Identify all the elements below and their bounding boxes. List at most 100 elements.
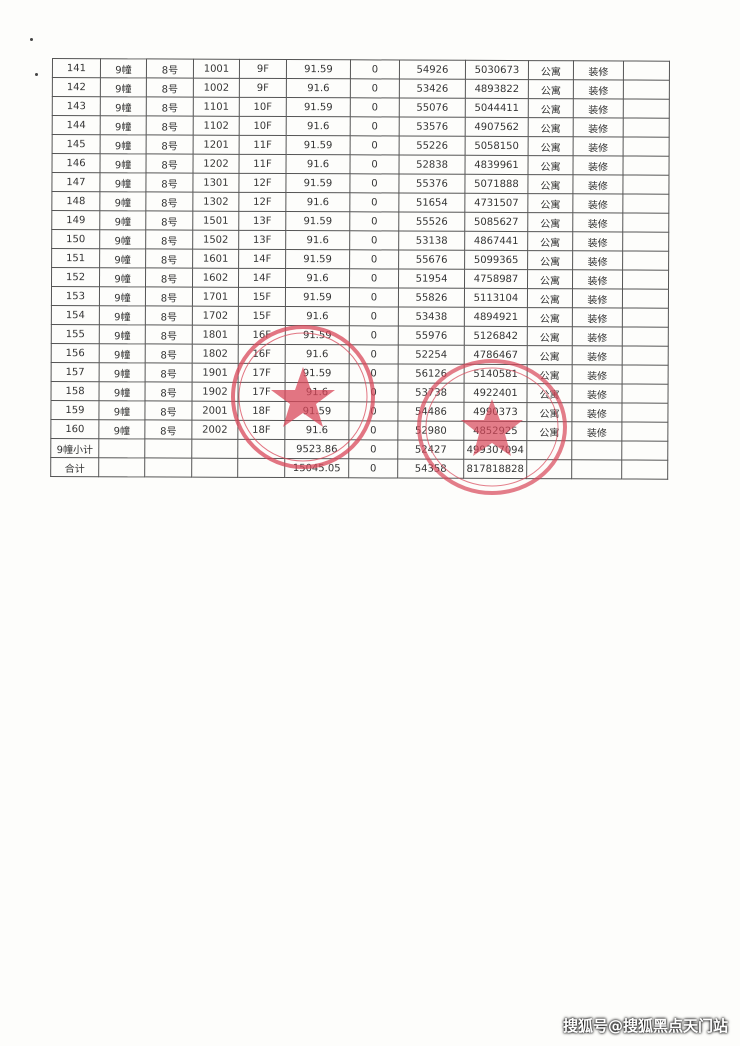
table-cell: 159 [50, 400, 100, 420]
table-cell: 1201 [193, 135, 240, 155]
table-cell: 0 [349, 173, 399, 194]
table-cell: 4852925 [463, 421, 527, 441]
table-cell [526, 459, 572, 479]
table-cell: 1902 [192, 382, 239, 402]
table-cell: 51954 [398, 269, 465, 289]
table-cell: 1101 [193, 97, 240, 117]
table-cell: 91.6 [285, 230, 350, 250]
table-cell: 5126842 [464, 326, 528, 346]
table-cell: 160 [50, 419, 99, 439]
table-cell: 151 [51, 248, 100, 268]
table-cell: 装修 [572, 174, 623, 194]
table-cell [237, 439, 285, 459]
table-cell: 5030673 [465, 60, 529, 80]
table-cell: 5140581 [464, 364, 528, 384]
table-cell: 9F [239, 59, 287, 79]
table-cell: 10F [239, 97, 287, 117]
table-cell: 156 [51, 343, 100, 363]
table-cell: 0 [348, 439, 398, 460]
table-cell: 18F [237, 420, 285, 440]
table-cell: 公寓 [527, 364, 573, 384]
table-cell: 154 [51, 305, 100, 325]
table-cell: 53576 [399, 117, 466, 137]
table-cell: 91.59 [285, 325, 350, 345]
table-cell: 装修 [572, 193, 623, 213]
table-cell: 装修 [571, 402, 623, 422]
table-cell: 0 [349, 363, 399, 384]
table-cell [621, 421, 668, 442]
table-cell: 55676 [398, 250, 465, 270]
table-cell: 15F [238, 306, 286, 326]
table-cell: 13F [238, 230, 286, 250]
table-cell: 51654 [398, 193, 465, 213]
table-cell: 装修 [573, 117, 624, 137]
table-cell: 141 [52, 58, 101, 78]
table-cell: 9幢 [99, 305, 146, 325]
table-row: 合计 15045.05 0 54358 817818828 [50, 457, 668, 480]
table-cell: 9幢 [99, 248, 146, 268]
table-cell: 公寓 [527, 383, 573, 403]
table-cell: 91.6 [285, 154, 351, 174]
table-cell: 10F [239, 116, 287, 136]
table-cell: 9523.86 [284, 439, 349, 459]
table-cell: 9幢 [99, 324, 146, 344]
table-cell: 装修 [572, 383, 623, 403]
table-cell: 公寓 [526, 402, 573, 422]
table-cell: 8号 [145, 286, 193, 307]
table-cell: 2001 [191, 401, 239, 421]
table-cell: 0 [348, 420, 398, 441]
table-cell: 817818828 [463, 459, 527, 479]
table-cell: 装修 [572, 155, 624, 175]
table-cell: 9幢 [99, 362, 146, 382]
table-cell: 4922401 [464, 383, 528, 403]
table-cell: 8号 [145, 324, 193, 345]
table-cell [621, 459, 668, 480]
table-cell [98, 438, 145, 458]
table-cell: 装修 [572, 212, 623, 232]
table-cell: 144 [52, 115, 101, 135]
table-cell: 9幢 [100, 96, 147, 116]
table-cell: 55226 [399, 136, 466, 156]
table-cell: 8号 [146, 58, 194, 79]
table-cell: 53738 [398, 383, 465, 403]
table-cell: 0 [349, 249, 399, 270]
table-cell: 公寓 [527, 155, 574, 175]
table-cell: 11F [238, 154, 287, 174]
table-cell: 公寓 [527, 174, 573, 194]
table-cell: 9F [239, 78, 287, 98]
table-cell: 55526 [398, 212, 465, 232]
table-cell: 91.59 [285, 363, 350, 383]
table-cell: 1701 [192, 287, 239, 307]
table-cell: 91.59 [285, 211, 350, 231]
table-cell: 91.59 [284, 401, 350, 421]
table-cell [623, 136, 670, 157]
table-cell: 12F [238, 173, 286, 193]
table-cell: 14F [238, 249, 286, 269]
table-cell: 装修 [572, 250, 623, 270]
table-cell: 145 [52, 134, 101, 154]
table-cell [526, 440, 572, 460]
table-cell: 14F [238, 268, 286, 288]
table-cell: 1002 [193, 78, 240, 98]
table-cell: 91.6 [284, 420, 349, 440]
table-cell: 1602 [192, 268, 239, 288]
table-cell: 91.59 [286, 135, 351, 155]
table-cell [621, 402, 668, 423]
table-cell: 0 [349, 306, 399, 327]
table-cell [98, 457, 145, 477]
table-cell: 9幢 [99, 191, 146, 211]
table-cell: 装修 [572, 307, 623, 327]
table-cell: 0 [349, 192, 399, 213]
table-cell: 52980 [397, 421, 464, 441]
table-cell: 公寓 [527, 288, 573, 308]
table-cell [571, 440, 622, 460]
table-cell: 公寓 [527, 307, 573, 327]
table-cell: 8号 [145, 267, 193, 288]
table-cell: 4758987 [464, 269, 528, 289]
table-cell: 9幢 [99, 172, 146, 192]
table-cell: 装修 [571, 421, 622, 441]
table-cell [622, 383, 669, 404]
table-cell: 5044411 [465, 98, 529, 118]
table-cell [144, 457, 192, 478]
table-cell: 4907562 [465, 117, 529, 137]
